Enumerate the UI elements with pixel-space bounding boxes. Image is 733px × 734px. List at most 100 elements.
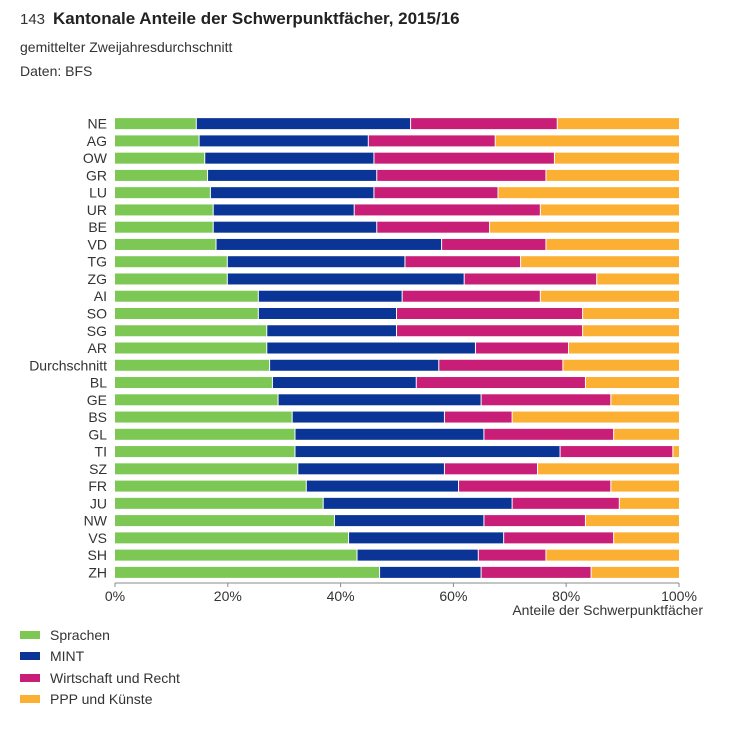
bar-segment	[611, 394, 679, 406]
bar-segment	[115, 118, 196, 130]
bar-segment	[270, 359, 439, 371]
bar-segment	[115, 515, 334, 527]
bar-segment	[298, 463, 444, 475]
category-label: ZH	[88, 564, 107, 580]
bar-segment	[538, 463, 679, 475]
category-label: JU	[90, 495, 107, 511]
bar-segment	[614, 532, 679, 544]
bar-segment	[540, 204, 679, 216]
bar-segment	[495, 135, 679, 147]
category-label: UR	[87, 202, 107, 218]
legend-label: Wirtschaft und Recht	[50, 669, 180, 686]
bar-segment	[115, 307, 258, 319]
bar-segment	[585, 377, 679, 389]
bar-segment	[368, 135, 495, 147]
legend-swatch	[20, 652, 40, 661]
category-label: SZ	[89, 461, 107, 477]
bar-segment	[115, 359, 270, 371]
bar-segment	[115, 532, 349, 544]
bar-segment	[583, 307, 679, 319]
bar-segment	[478, 549, 546, 561]
category-label: BE	[88, 219, 107, 235]
bar-segment	[115, 204, 213, 216]
bar-segment	[591, 566, 679, 578]
bar-segment	[115, 463, 298, 475]
bar-segment	[272, 377, 416, 389]
bar-segment	[115, 566, 380, 578]
bar-segment	[210, 187, 374, 199]
bar-segment	[583, 325, 679, 337]
x-tick-label: 100%	[661, 588, 697, 604]
bar-segment	[546, 549, 679, 561]
bars-group	[115, 118, 679, 578]
bar-segment	[374, 152, 554, 164]
bar-segment	[540, 290, 679, 302]
bar-segment	[619, 497, 679, 509]
category-label: VD	[88, 236, 107, 252]
bar-segment	[258, 307, 396, 319]
bar-segment	[227, 273, 464, 285]
legend-label: PPP und Künste	[50, 691, 153, 708]
bar-segment	[213, 204, 354, 216]
bar-segment	[115, 187, 210, 199]
bar-segment	[115, 497, 323, 509]
bar-segment	[442, 238, 546, 250]
bar-segment	[560, 446, 673, 458]
bar-segment	[349, 532, 504, 544]
category-label: NW	[84, 513, 108, 529]
bar-segment	[115, 221, 213, 233]
bar-segment	[196, 118, 411, 130]
legend-swatch	[20, 695, 40, 704]
x-tick-label: 0%	[105, 588, 125, 604]
bar-segment	[115, 428, 295, 440]
category-label: TI	[95, 444, 107, 460]
legend-label: Sprachen	[50, 626, 110, 643]
data-source: Daten: BFS	[20, 63, 93, 79]
bar-segment	[295, 446, 560, 458]
bar-segment	[115, 238, 216, 250]
bar-segment	[464, 273, 597, 285]
bar-segment	[402, 290, 540, 302]
legend: Sprachen MINT Wirtschaft und Recht PPP u…	[20, 624, 180, 710]
bar-segment	[205, 152, 374, 164]
category-label: NE	[88, 116, 107, 132]
bar-segment	[199, 135, 368, 147]
x-tick-label: 20%	[214, 588, 242, 604]
bar-segment	[546, 238, 679, 250]
bar-segment	[115, 290, 258, 302]
bar-segment	[611, 480, 679, 492]
bar-segment	[504, 532, 614, 544]
bar-segment	[475, 342, 569, 354]
bar-segment	[216, 238, 442, 250]
bar-segment	[354, 204, 540, 216]
bar-segment	[306, 480, 459, 492]
legend-item: Wirtschaft und Recht	[20, 667, 180, 689]
legend-label: MINT	[50, 648, 85, 665]
bar-segment	[115, 446, 295, 458]
bar-segment	[323, 497, 512, 509]
bar-segment	[115, 325, 267, 337]
bar-segment	[481, 566, 591, 578]
chart-subtitle: gemittelter Zweijahresdurchschnitt	[20, 39, 233, 55]
x-tick-label: 80%	[552, 588, 580, 604]
category-label: BS	[88, 409, 107, 425]
category-label: TG	[88, 254, 107, 270]
category-label: SO	[87, 305, 107, 321]
category-label: Durchschnitt	[29, 357, 107, 373]
bar-segment	[208, 169, 377, 181]
bar-segment	[546, 169, 679, 181]
bar-segment	[295, 428, 484, 440]
bar-segment	[377, 221, 490, 233]
bar-segment	[557, 118, 679, 130]
bar-segment	[227, 256, 405, 268]
bar-segment	[490, 221, 679, 233]
legend-swatch	[20, 673, 40, 682]
chart-header: 143 Kantonale Anteile der Schwerpunktfäch…	[20, 8, 460, 79]
bar-segment	[267, 342, 475, 354]
category-label: AR	[88, 340, 107, 356]
x-tick-label: 60%	[439, 588, 467, 604]
bar-segment	[498, 187, 679, 199]
bar-segment	[512, 411, 679, 423]
bar-segment	[115, 273, 227, 285]
